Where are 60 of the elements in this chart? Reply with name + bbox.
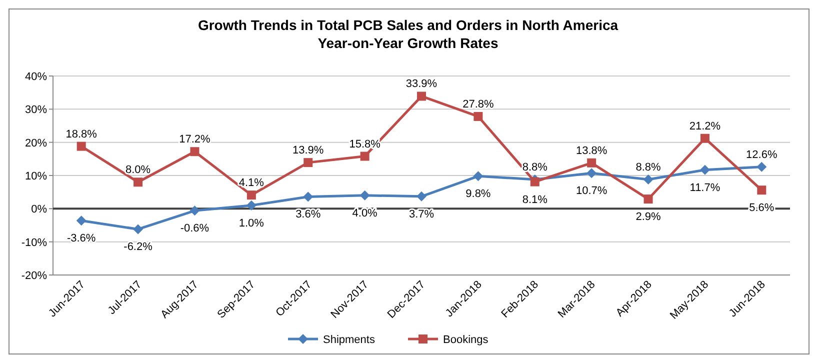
point — [644, 194, 653, 204]
point — [133, 224, 144, 234]
point — [643, 174, 654, 184]
y-tick-label: -10% — [21, 236, 48, 249]
y-tick-label: -20% — [21, 270, 48, 282]
data-label: 3.6% — [296, 208, 321, 221]
data-label: 10.7% — [576, 185, 608, 198]
data-label: 33.9% — [406, 78, 438, 90]
data-label: 8.1% — [522, 194, 548, 206]
data-label: 8.8% — [522, 161, 548, 174]
data-label: -3.6% — [66, 232, 96, 245]
point — [474, 112, 483, 121]
point — [246, 200, 256, 210]
point — [700, 164, 710, 175]
data-label: 21.2% — [689, 120, 721, 132]
point — [303, 192, 314, 202]
data-label: 17.2% — [179, 134, 211, 146]
point — [417, 92, 426, 101]
point — [76, 142, 86, 151]
point — [473, 171, 484, 182]
data-label: 8.0% — [126, 164, 151, 176]
point — [756, 162, 767, 172]
point — [190, 206, 200, 216]
legend-label: Shipments — [323, 334, 376, 346]
data-label: 8.8% — [636, 161, 662, 174]
point — [586, 168, 597, 178]
point — [360, 152, 370, 161]
data-label: 13.8% — [576, 144, 608, 157]
data-label: 27.8% — [462, 98, 494, 110]
point — [700, 134, 710, 143]
data-label: 12.6% — [746, 148, 778, 161]
chart-subtitle: Year-on-Year Growth Rates — [318, 35, 498, 51]
data-label: 18.8% — [66, 128, 98, 140]
chart-title: Growth Trends in Total PCB Sales and Orders in North America — [198, 17, 618, 33]
point — [757, 186, 766, 195]
point — [246, 190, 256, 200]
y-tick-label: 30% — [24, 104, 48, 116]
data-label: 3.7% — [408, 208, 434, 220]
y-tick-label: 0% — [31, 204, 48, 216]
point — [587, 158, 596, 168]
point — [360, 190, 370, 200]
data-label: -6.2% — [124, 241, 153, 254]
y-tick-label: 40% — [24, 71, 48, 83]
data-label: 4.1% — [238, 177, 264, 190]
point — [190, 147, 200, 156]
point — [416, 191, 426, 202]
y-tick-label: 20% — [24, 137, 48, 150]
data-label: 2.9% — [636, 211, 662, 224]
data-label: 13.9% — [292, 144, 324, 157]
legend-label: Bookings — [443, 334, 489, 346]
point — [304, 158, 313, 168]
data-label: -0.6% — [180, 222, 210, 235]
y-tick-label: 10% — [24, 170, 48, 182]
point — [530, 177, 540, 186]
data-label: 4.0% — [352, 207, 378, 220]
data-label: 9.8% — [466, 188, 491, 200]
point — [76, 216, 86, 226]
data-label: 11.7% — [690, 182, 720, 194]
data-label: 1.0% — [238, 217, 264, 230]
point — [134, 178, 143, 187]
